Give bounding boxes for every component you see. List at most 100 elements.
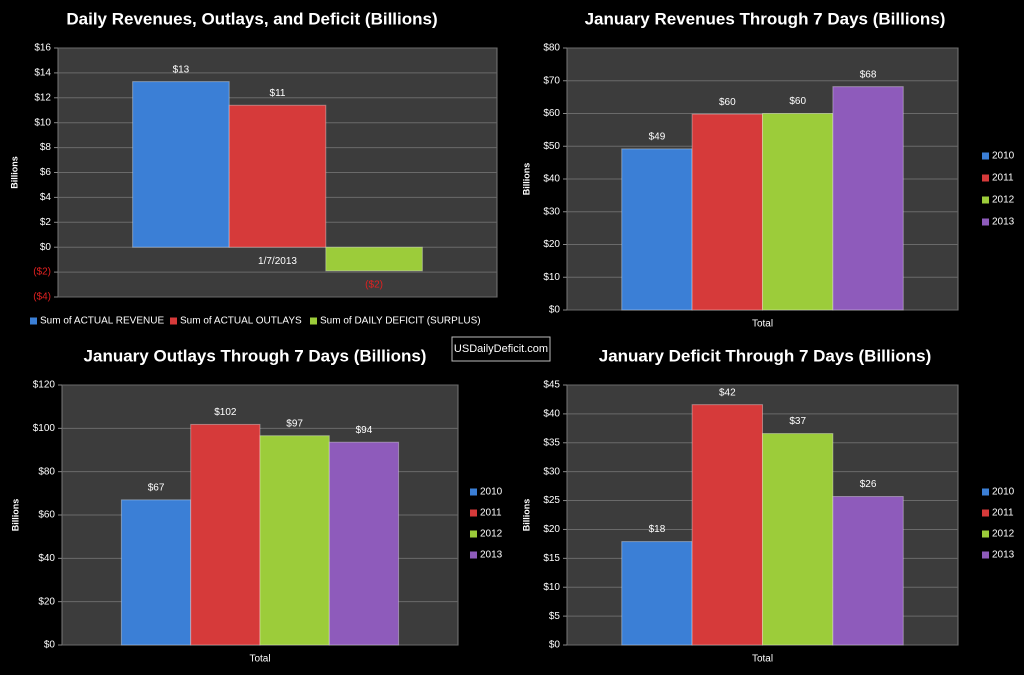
- x-tick-label: Total: [249, 654, 270, 665]
- y-axis-label: Billions: [521, 163, 531, 196]
- legend-label: Sum of ACTUAL REVENUE: [40, 316, 164, 327]
- bar: [621, 148, 693, 311]
- y-tick-label: $20: [38, 596, 55, 607]
- bar: [832, 86, 904, 311]
- chart-title: January Revenues Through 7 Days (Billion…: [585, 9, 946, 28]
- value-label: $67: [148, 482, 165, 493]
- y-tick-label: $10: [543, 272, 560, 283]
- legend-label: 2013: [480, 550, 503, 561]
- bar: [328, 441, 400, 646]
- legend-swatch: [982, 152, 989, 160]
- y-tick-label: $120: [33, 380, 56, 391]
- bar: [691, 113, 763, 311]
- legend-swatch: [30, 317, 37, 325]
- value-label: $49: [649, 132, 666, 143]
- legend-swatch: [470, 488, 477, 496]
- y-tick-label: $25: [543, 495, 560, 506]
- y-tick-label: $70: [543, 75, 560, 86]
- y-tick-label: ($2): [33, 267, 51, 278]
- y-tick-label: ($4): [33, 292, 51, 303]
- y-tick-label: $4: [40, 192, 52, 203]
- chart-title: January Deficit Through 7 Days (Billions…: [599, 346, 932, 365]
- value-label: $18: [649, 524, 666, 535]
- y-tick-label: $50: [543, 141, 560, 152]
- value-label: $11: [270, 88, 286, 99]
- legend-swatch: [982, 488, 989, 496]
- y-tick-label: $0: [549, 305, 561, 316]
- value-label: $97: [286, 418, 303, 429]
- value-label: $60: [789, 96, 806, 107]
- bar: [621, 541, 693, 646]
- y-axis-label: Billions: [10, 499, 20, 532]
- legend-swatch: [982, 509, 989, 517]
- value-label: $26: [860, 479, 877, 490]
- value-label: $42: [719, 387, 736, 398]
- legend-label: 2010: [480, 487, 503, 498]
- x-tick-label: Total: [752, 654, 773, 665]
- x-tick-label: 1/7/2013: [258, 256, 297, 267]
- y-tick-label: $10: [543, 582, 560, 593]
- y-tick-label: $100: [33, 423, 56, 434]
- legend-label: 2011: [992, 508, 1014, 519]
- legend-swatch: [470, 551, 477, 559]
- y-tick-label: $14: [34, 68, 51, 79]
- y-tick-label: $2: [40, 217, 52, 228]
- legend-swatch: [982, 174, 989, 182]
- value-label: $102: [214, 407, 237, 418]
- y-tick-label: $15: [543, 553, 560, 564]
- bar: [259, 435, 330, 646]
- y-tick-label: $60: [543, 108, 560, 119]
- value-label: $13: [173, 64, 190, 75]
- legend-label: 2012: [992, 529, 1015, 540]
- bar: [691, 404, 763, 646]
- chart-title: January Outlays Through 7 Days (Billions…: [84, 346, 427, 365]
- y-tick-label: $10: [34, 117, 51, 128]
- y-tick-label: $40: [543, 409, 560, 420]
- legend-swatch: [982, 196, 989, 204]
- y-tick-label: $0: [40, 242, 52, 253]
- legend-label: 2012: [480, 529, 503, 540]
- value-label: ($2): [365, 279, 383, 290]
- y-tick-label: $0: [549, 640, 561, 651]
- chart-title: Daily Revenues, Outlays, and Deficit (Bi…: [66, 9, 437, 28]
- y-tick-label: $12: [34, 92, 51, 103]
- legend-swatch: [982, 530, 989, 538]
- bar: [228, 104, 327, 248]
- y-tick-label: $45: [543, 380, 560, 391]
- value-label: $60: [719, 97, 736, 108]
- legend-label: 2010: [992, 151, 1015, 162]
- bar: [762, 113, 834, 311]
- legend-label: 2013: [992, 550, 1015, 561]
- legend-swatch: [470, 530, 477, 538]
- y-tick-label: $60: [38, 510, 55, 521]
- y-tick-label: $8: [40, 142, 52, 153]
- bar: [120, 499, 192, 646]
- bar: [325, 246, 423, 272]
- value-label: $94: [356, 425, 373, 436]
- legend-label: Sum of DAILY DEFICIT (SURPLUS): [320, 316, 481, 327]
- bar: [190, 423, 261, 646]
- bar: [832, 496, 904, 646]
- y-tick-label: $16: [34, 43, 51, 54]
- y-tick-label: $30: [543, 206, 560, 217]
- legend-label: 2011: [480, 508, 502, 519]
- bar: [132, 81, 230, 248]
- y-tick-label: $0: [44, 640, 56, 651]
- legend-label: 2012: [992, 195, 1015, 206]
- x-tick-label: Total: [752, 319, 773, 330]
- value-label: $37: [789, 416, 806, 427]
- legend-label: 2011: [992, 173, 1014, 184]
- legend-label: 2013: [992, 217, 1015, 228]
- y-tick-label: $35: [543, 437, 560, 448]
- value-label: $68: [860, 69, 877, 80]
- legend-swatch: [982, 218, 989, 226]
- y-tick-label: $20: [543, 239, 560, 250]
- y-tick-label: $40: [543, 174, 560, 185]
- y-tick-label: $6: [40, 167, 52, 178]
- site-box: [451, 336, 551, 362]
- y-tick-label: $20: [543, 524, 560, 535]
- y-tick-label: $40: [38, 553, 55, 564]
- y-tick-label: $80: [543, 43, 560, 54]
